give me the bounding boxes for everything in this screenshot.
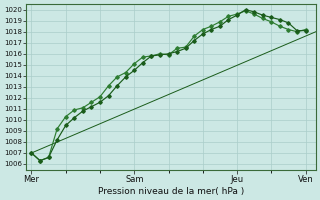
X-axis label: Pression niveau de la mer( hPa ): Pression niveau de la mer( hPa ) <box>98 187 244 196</box>
